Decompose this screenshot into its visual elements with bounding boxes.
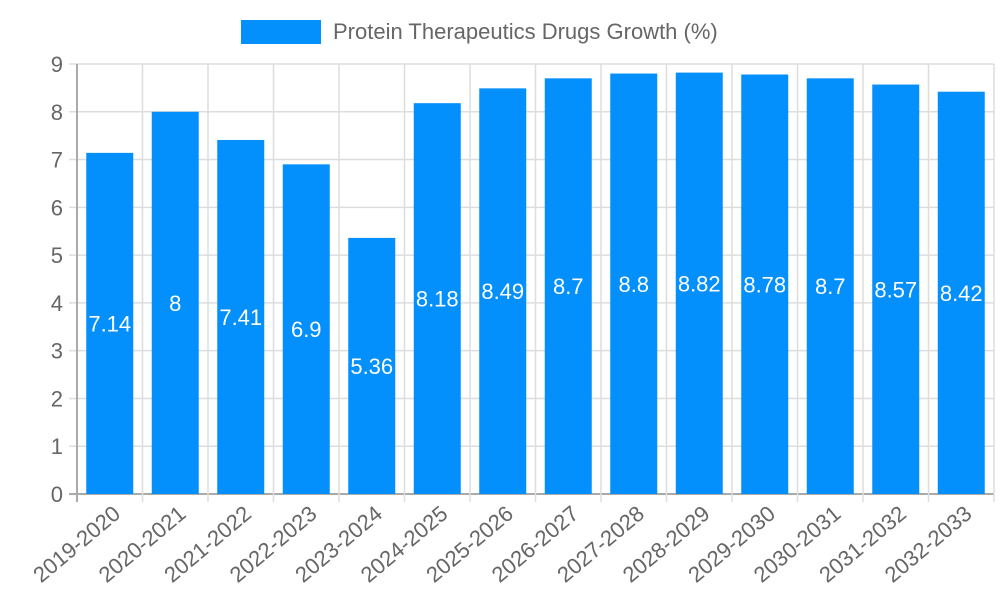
bar[interactable] bbox=[806, 78, 854, 494]
bar[interactable] bbox=[479, 88, 527, 494]
bar[interactable] bbox=[872, 84, 920, 495]
legend-swatch bbox=[241, 20, 321, 44]
bar[interactable] bbox=[86, 152, 134, 494]
bar-value-label: 5.36 bbox=[350, 354, 393, 379]
bar-value-label: 8.78 bbox=[743, 272, 786, 297]
y-tick-label: 8 bbox=[51, 100, 63, 125]
y-tick-label: 4 bbox=[51, 291, 63, 316]
y-tick-label: 5 bbox=[51, 243, 63, 268]
bar[interactable] bbox=[348, 237, 396, 494]
bar-value-label: 7.14 bbox=[88, 311, 131, 336]
bar-value-label: 8 bbox=[169, 291, 181, 316]
bar[interactable] bbox=[413, 103, 461, 494]
bar[interactable] bbox=[675, 72, 723, 494]
bar[interactable] bbox=[741, 74, 789, 494]
y-tick-label: 3 bbox=[51, 339, 63, 364]
bar[interactable] bbox=[544, 78, 592, 494]
bar[interactable] bbox=[610, 73, 658, 495]
bar-value-label: 7.41 bbox=[219, 305, 262, 330]
bar-value-label: 8.57 bbox=[874, 277, 917, 302]
y-tick-label: 0 bbox=[51, 482, 63, 507]
bar[interactable] bbox=[217, 139, 265, 494]
bar-value-label: 8.42 bbox=[940, 281, 983, 306]
chart-legend[interactable]: Protein Therapeutics Drugs Growth (%) bbox=[241, 19, 718, 45]
bar-value-label: 6.9 bbox=[291, 317, 322, 342]
legend-label: Protein Therapeutics Drugs Growth (%) bbox=[333, 19, 718, 44]
bar[interactable] bbox=[937, 91, 985, 494]
y-tick-label: 7 bbox=[51, 148, 63, 173]
y-tick-label: 6 bbox=[51, 195, 63, 220]
bar-value-label: 8.18 bbox=[416, 287, 459, 312]
bar[interactable] bbox=[282, 164, 330, 495]
bar-value-label: 8.49 bbox=[481, 279, 524, 304]
bar-value-label: 8.8 bbox=[618, 272, 649, 297]
bar-value-label: 8.7 bbox=[815, 274, 846, 299]
bar-value-label: 8.7 bbox=[553, 274, 584, 299]
y-tick-label: 9 bbox=[51, 52, 63, 77]
bar[interactable] bbox=[151, 111, 199, 495]
y-tick-label: 1 bbox=[51, 434, 63, 459]
y-tick-label: 2 bbox=[51, 386, 63, 411]
bar-value-label: 8.82 bbox=[678, 271, 721, 296]
